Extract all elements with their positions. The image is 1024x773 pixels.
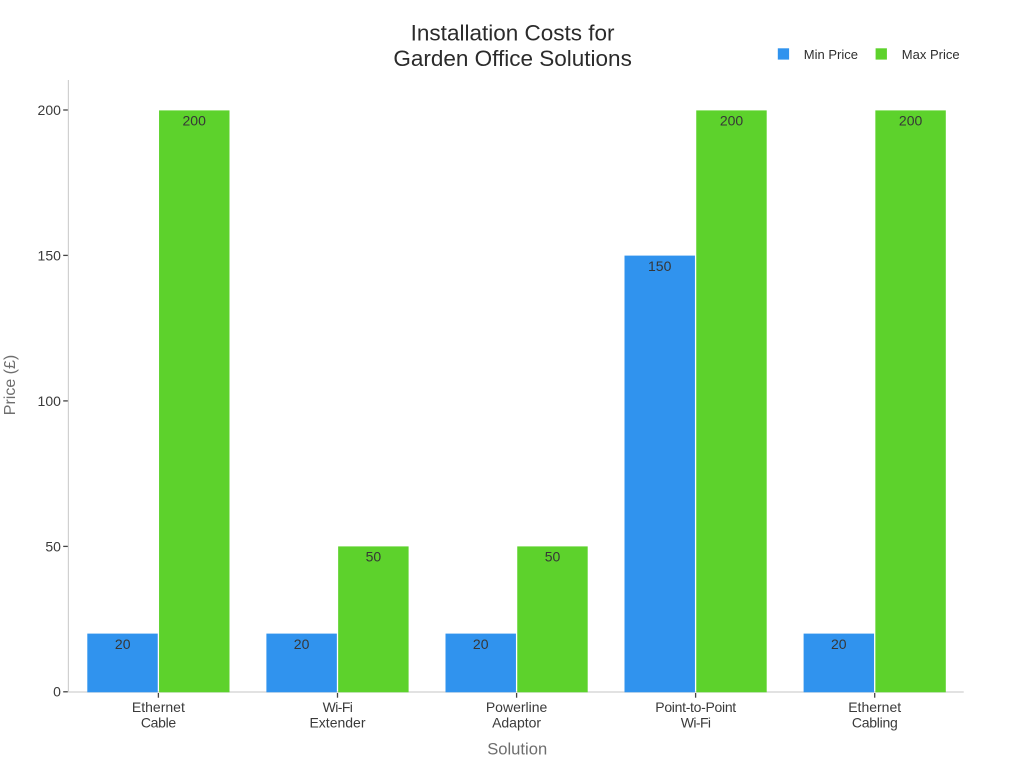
svg-text:200: 200 [720,113,744,129]
svg-text:200: 200 [38,102,62,118]
svg-text:20: 20 [294,636,310,652]
svg-text:50: 50 [45,538,61,554]
svg-text:150: 150 [38,247,62,263]
svg-text:Point-to-Point: Point-to-Point [655,699,736,715]
svg-text:Price (£): Price (£) [2,355,19,415]
svg-text:Garden Office Solutions: Garden Office Solutions [393,46,631,71]
svg-text:50: 50 [366,549,382,565]
svg-text:Extender: Extender [309,714,365,730]
svg-text:Wi-Fi: Wi-Fi [681,714,711,730]
svg-text:Wi-Fi: Wi-Fi [323,699,353,715]
svg-text:200: 200 [899,113,923,129]
svg-text:20: 20 [831,636,847,652]
svg-text:20: 20 [115,636,131,652]
svg-text:Cable: Cable [141,714,177,730]
svg-text:Max Price: Max Price [902,47,960,62]
svg-text:Ethernet: Ethernet [132,699,185,715]
svg-text:Ethernet: Ethernet [848,699,901,715]
svg-text:100: 100 [38,393,62,409]
svg-text:0: 0 [53,684,61,700]
svg-text:200: 200 [183,113,207,129]
svg-text:20: 20 [473,636,489,652]
svg-text:50: 50 [545,549,561,565]
svg-text:Installation Costs for: Installation Costs for [411,21,615,46]
svg-text:Cabling: Cabling [852,714,898,730]
svg-text:Adaptor: Adaptor [492,714,541,730]
svg-text:150: 150 [648,258,672,274]
svg-text:Solution: Solution [487,740,547,759]
svg-text:Powerline: Powerline [486,699,548,715]
svg-text:Min Price: Min Price [804,47,858,62]
